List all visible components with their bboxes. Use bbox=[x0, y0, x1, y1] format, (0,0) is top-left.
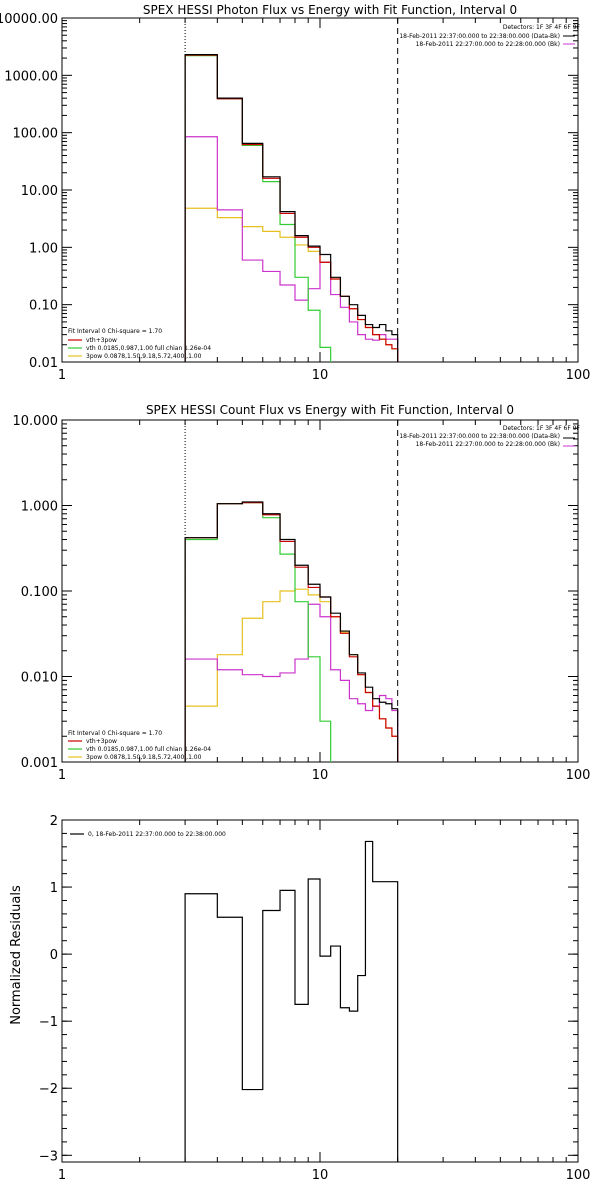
count-y-tick-label: 0.100 bbox=[21, 585, 58, 600]
photon-legend-entry-total: vth+3pow bbox=[86, 337, 117, 344]
count-y-tick-label: 1.000 bbox=[21, 500, 58, 515]
count-legend-entry-vth: vth 0.0185,0.987,1.00 full chian 1.26e-0… bbox=[86, 746, 211, 753]
residuals-series-residuals bbox=[184, 840, 399, 1162]
photon-y-tick-label: 100.00 bbox=[13, 127, 59, 142]
count-series-model bbox=[184, 502, 399, 762]
photon-series-model bbox=[184, 54, 399, 362]
count-x-tick-label: 100 bbox=[566, 768, 591, 783]
photon-info-bk-interval: 18-Feb-2011 22:27:00.000 to 22:28:00.000… bbox=[416, 41, 560, 48]
photon-detectors-label: Detectors: 1F 3F 4F 6F 9F bbox=[503, 24, 581, 31]
photon-info-data-interval: 18-Feb-2011 22:37:00.000 to 22:38:00.000… bbox=[399, 33, 560, 40]
count-x-tick-label: 10 bbox=[312, 768, 329, 783]
photon-x-tick-label: 10 bbox=[312, 368, 329, 383]
count-info-block: Detectors: 1F 3F 4F 6F 9F 18-Feb-2011 22… bbox=[399, 425, 580, 448]
photon-x-tick-label: 1 bbox=[58, 368, 66, 383]
count-chart-title: SPEX HESSI Count Flux vs Energy with Fit… bbox=[146, 403, 514, 417]
count-flux-panel: SPEX HESSI Count Flux vs Energy with Fit… bbox=[13, 403, 591, 783]
residuals-y-tick-label: 0 bbox=[50, 948, 58, 963]
residuals-legend-entry: 0, 18-Feb-2011 22:37:00.000 to 22:38:00.… bbox=[88, 831, 226, 838]
residuals-x-tick-label: 10 bbox=[312, 1168, 329, 1183]
count-y-tick-label: 0.010 bbox=[21, 671, 58, 686]
count-y-tick-label: 10.000 bbox=[13, 414, 59, 429]
count-detectors-label: Detectors: 1F 3F 4F 6F 9F bbox=[503, 425, 581, 432]
photon-legend-entry-pow: 3pow 0.0878,1.50,9.18,5.72,400.,1.00 bbox=[86, 353, 202, 360]
photon-y-tick-label: 0.01 bbox=[29, 356, 58, 371]
residuals-x-tick-label: 100 bbox=[566, 1168, 591, 1183]
residuals-y-axis-label: Normalized Residuals bbox=[9, 885, 24, 1025]
residuals-y-tick-label: −1 bbox=[39, 1015, 58, 1030]
count-legend-entry-pow: 3pow 0.0878,1.50,9.18,5.72,400.,1.00 bbox=[86, 754, 202, 761]
count-x-tick-label: 1 bbox=[58, 768, 66, 783]
residuals-y-tick-label: −2 bbox=[39, 1082, 58, 1097]
count-legend-entry-total: vth+3pow bbox=[86, 738, 117, 745]
residuals-y-tick-label: 2 bbox=[50, 814, 58, 829]
count-y-tick-label: 0.001 bbox=[21, 756, 58, 771]
photon-y-tick-label: 0.10 bbox=[29, 299, 58, 314]
photon-y-tick-label: 10.00 bbox=[21, 184, 58, 199]
count-legend-header: Fit Interval 0 Chi-square = 1.70 bbox=[68, 730, 162, 737]
residuals-y-tick-label: −3 bbox=[39, 1149, 58, 1164]
photon-legend: Fit Interval 0 Chi-square = 1.70 vth+3po… bbox=[68, 328, 211, 360]
photon-x-tick-label: 100 bbox=[566, 368, 591, 383]
residuals-panel: Normalized Residuals 0, 18-Feb-2011 22:3… bbox=[9, 814, 590, 1183]
count-series-background_model bbox=[184, 603, 399, 762]
count-legend: Fit Interval 0 Chi-square = 1.70 vth+3po… bbox=[68, 730, 211, 761]
photon-info-block: Detectors: 1F 3F 4F 6F 9F 18-Feb-2011 22… bbox=[399, 24, 580, 48]
count-series-data bbox=[184, 501, 399, 762]
residuals-legend: 0, 18-Feb-2011 22:37:00.000 to 22:38:00.… bbox=[88, 831, 226, 838]
count-series-group bbox=[184, 501, 399, 762]
photon-series-data bbox=[184, 53, 399, 362]
photon-flux-panel: SPEX HESSI Photon Flux vs Energy with Fi… bbox=[0, 3, 590, 383]
residuals-series-group bbox=[184, 840, 399, 1162]
count-info-data-interval: 18-Feb-2011 22:37:00.000 to 22:38:00.000… bbox=[399, 433, 560, 440]
photon-y-tick-label: 1.00 bbox=[29, 241, 58, 256]
photon-chart-title: SPEX HESSI Photon Flux vs Energy with Fi… bbox=[143, 3, 517, 17]
photon-legend-header: Fit Interval 0 Chi-square = 1.70 bbox=[68, 328, 162, 335]
residuals-x-tick-label: 1 bbox=[58, 1168, 66, 1183]
photon-y-tick-label: 10000.00 bbox=[0, 12, 58, 27]
photon-y-tick-label: 1000.00 bbox=[4, 69, 58, 84]
residuals-y-tick-label: 1 bbox=[50, 881, 58, 896]
photon-legend-entry-vth: vth 0.0185,0.987,1.00 full chian 1.26e-0… bbox=[86, 345, 211, 352]
photon-series-group bbox=[184, 53, 399, 362]
count-info-bk-interval: 18-Feb-2011 22:27:00.000 to 22:28:00.000… bbox=[416, 441, 560, 448]
